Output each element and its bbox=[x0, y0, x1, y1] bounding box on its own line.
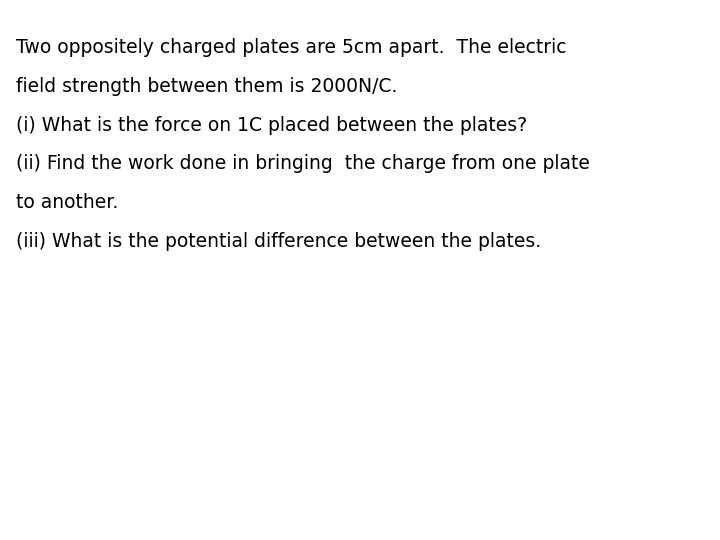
Text: (ii) Find the work done in bringing  the charge from one plate: (ii) Find the work done in bringing the … bbox=[16, 154, 590, 173]
Text: (i) What is the force on 1C placed between the plates?: (i) What is the force on 1C placed betwe… bbox=[16, 116, 527, 134]
Text: (iii) What is the potential difference between the plates.: (iii) What is the potential difference b… bbox=[16, 232, 541, 251]
Text: Two oppositely charged plates are 5cm apart.  The electric: Two oppositely charged plates are 5cm ap… bbox=[16, 38, 567, 57]
Text: to another.: to another. bbox=[16, 193, 118, 212]
Text: field strength between them is 2000N/C.: field strength between them is 2000N/C. bbox=[16, 77, 397, 96]
